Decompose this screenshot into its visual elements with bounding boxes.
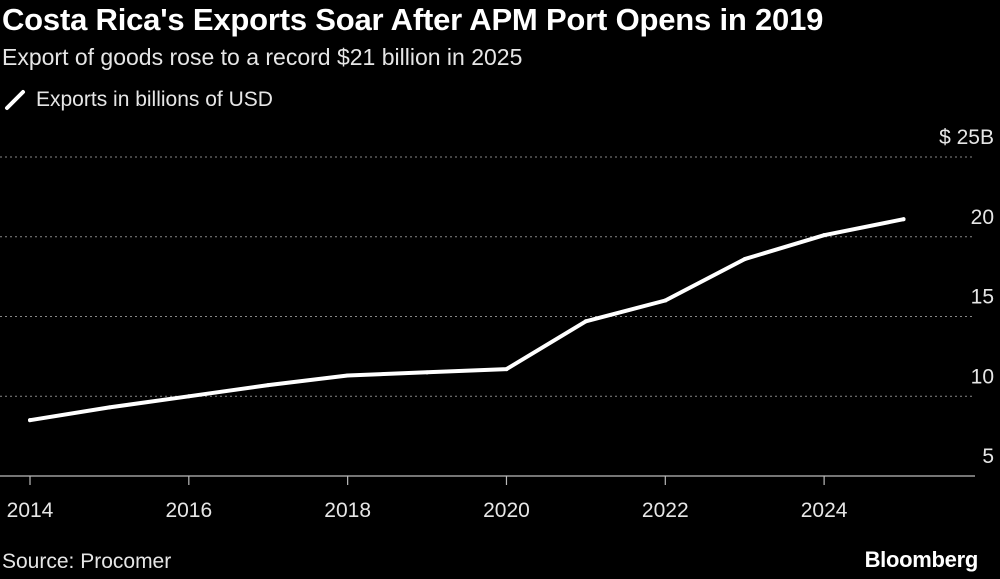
legend-line-swatch-icon: [5, 90, 25, 110]
chart-subtitle: Export of goods rose to a record $21 bil…: [2, 44, 523, 70]
series-line-exports: [28, 217, 906, 423]
data-point-2014: [28, 418, 32, 423]
data-point-2025: [901, 217, 906, 222]
y-tick-label-15: 15: [971, 286, 994, 309]
data-point-2018: [345, 373, 350, 378]
data-point-2021: [583, 319, 588, 324]
data-point-2023: [742, 257, 747, 262]
series-layer: [28, 217, 906, 423]
bloomberg-logo: Bloomberg: [864, 547, 979, 572]
x-tick-label-2022: 2022: [642, 499, 689, 522]
data-point-2017: [266, 383, 271, 388]
data-point-2024: [822, 233, 827, 238]
x-tick-label-2024: 2024: [801, 499, 848, 522]
legend: Exports in billions of USD: [4, 87, 273, 113]
grid-lines: [0, 156, 975, 477]
y-tick-label-5: 5: [982, 445, 994, 468]
chart-title: Costa Rica's Exports Soar After APM Port…: [2, 2, 824, 37]
y-tick-label-20: 20: [971, 206, 994, 229]
y-axis-tick-labels: 5 10 15 20 $ 25B: [939, 126, 994, 468]
x-tick-label-2020: 2020: [483, 499, 530, 522]
data-point-2015: [107, 405, 112, 410]
y-tick-label-25: $ 25B: [939, 126, 994, 149]
x-tick-label-2014: 2014: [7, 499, 54, 522]
data-point-2019: [425, 370, 430, 375]
y-tick-label-10: 10: [971, 365, 994, 388]
data-point-2022: [663, 298, 668, 303]
x-axis: 2014 2016 2018 2020 2022 2024: [7, 476, 848, 522]
source-note: Source: Procomer: [2, 550, 172, 573]
x-tick-label-2018: 2018: [324, 499, 371, 522]
x-tick-label-2016: 2016: [165, 499, 212, 522]
legend-label: Exports in billions of USD: [36, 88, 273, 111]
data-point-2020: [504, 367, 509, 372]
data-point-2016: [186, 394, 191, 399]
